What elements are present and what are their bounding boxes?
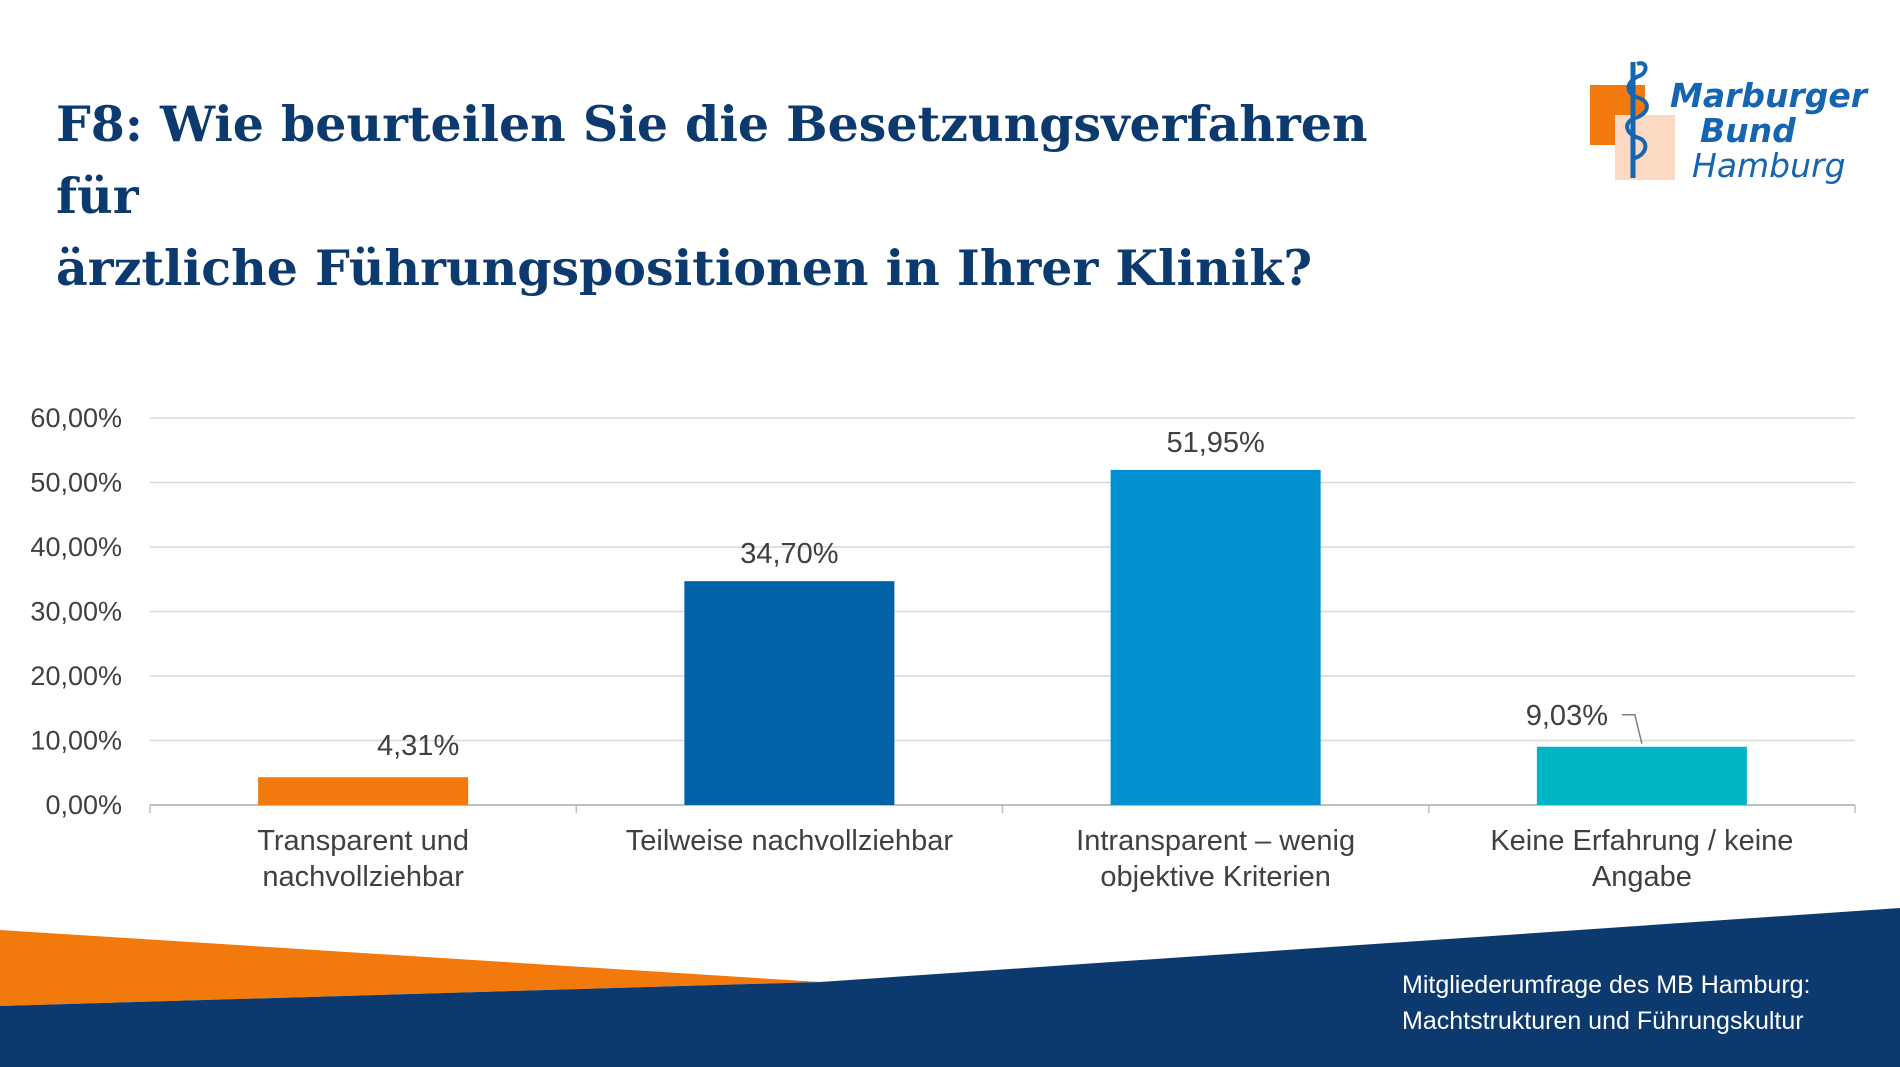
marburger-bund-logo	[1590, 61, 1675, 180]
slide-title-line2: ärztliche Führungspositionen in Ihrer Kl…	[56, 239, 1313, 297]
y-tick-label: 50,00%	[30, 468, 122, 498]
footer-line1: Mitgliederumfrage des MB Hamburg:	[1402, 971, 1811, 999]
category-label: Transparent und	[257, 825, 469, 857]
y-tick-label: 60,00%	[30, 403, 122, 433]
slide-title: F8: Wie beurteilen Sie die Besetzungsver…	[56, 88, 1456, 304]
bar	[1536, 746, 1747, 805]
y-tick-label: 30,00%	[30, 597, 122, 627]
footer-orange-shape	[0, 930, 820, 1006]
category-label: Angabe	[1592, 861, 1692, 893]
y-tick-label: 40,00%	[30, 532, 122, 562]
bar	[258, 777, 469, 805]
logo-line1: Marburger	[1670, 76, 1868, 115]
category-label: Keine Erfahrung / keine	[1490, 825, 1793, 857]
bar	[1110, 469, 1321, 805]
data-label: 9,03%	[1526, 700, 1608, 732]
logo-wordmark: Marburger Bund Hamburg	[1670, 78, 1867, 183]
footer-navy-shape	[0, 908, 1900, 1067]
slide-title-line1: F8: Wie beurteilen Sie die Besetzungsver…	[56, 95, 1368, 225]
category-label: nachvollziehbar	[262, 861, 464, 893]
category-label: objektive Kriterien	[1100, 861, 1331, 893]
bar	[684, 581, 895, 805]
leader-line	[1621, 714, 1643, 744]
footer-line2: Machtstrukturen und Führungskultur	[1402, 1007, 1804, 1035]
footer-caption: Mitgliederumfrage des MB Hamburg: Machts…	[1402, 967, 1811, 1039]
data-label: 51,95%	[1166, 427, 1264, 459]
data-label: 34,70%	[740, 538, 838, 570]
y-tick-label: 20,00%	[30, 661, 122, 691]
footer-band	[0, 908, 1900, 1067]
data-label: 4,31%	[377, 730, 459, 762]
y-tick-label: 0,00%	[45, 790, 122, 820]
bar-chart: 0,00% 10,00% 20,00% 30,00% 40,00% 50,00% 60,00…	[30, 403, 1856, 893]
y-tick-label: 10,00%	[30, 726, 122, 756]
category-label: Intransparent – wenig	[1076, 825, 1355, 857]
category-label: Teilweise nachvollziehbar	[626, 825, 954, 857]
logo-line2: Bund	[1700, 111, 1796, 150]
logo-line3: Hamburg	[1692, 146, 1846, 185]
serpent-icon	[1625, 61, 1649, 160]
